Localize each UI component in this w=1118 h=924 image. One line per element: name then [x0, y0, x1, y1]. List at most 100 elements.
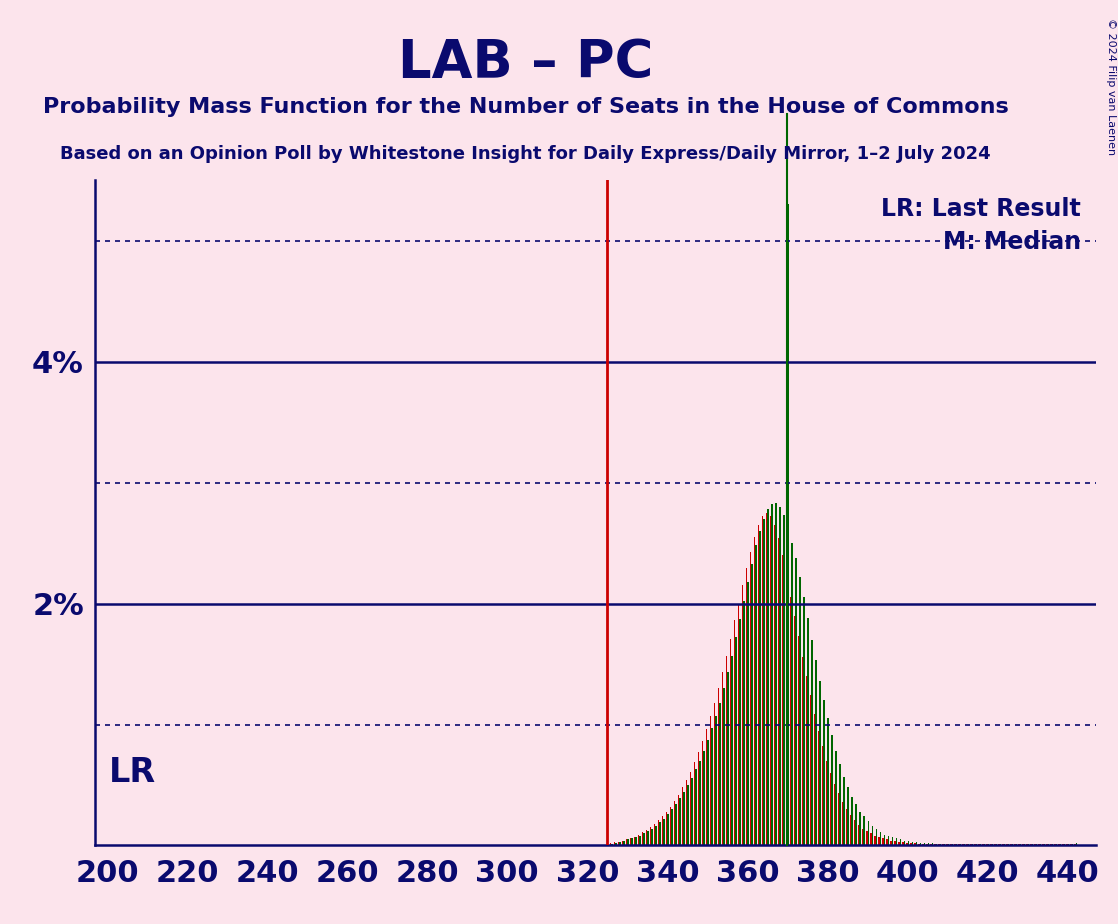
Bar [614, 842, 615, 845]
Bar [761, 517, 764, 845]
Bar [923, 843, 926, 845]
Bar [830, 772, 832, 845]
Bar [847, 787, 850, 845]
Bar [675, 804, 678, 845]
Bar [854, 821, 855, 845]
Bar [751, 564, 754, 845]
Bar [632, 838, 633, 845]
Text: © 2024 Filip van Laenen: © 2024 Filip van Laenen [1106, 18, 1116, 155]
Bar [680, 798, 681, 845]
Bar [609, 843, 612, 845]
Bar [928, 843, 929, 845]
Bar [779, 506, 781, 845]
Bar [716, 716, 717, 845]
Bar [826, 760, 827, 845]
Bar [908, 841, 909, 845]
Bar [713, 703, 716, 845]
Bar [903, 841, 906, 845]
Bar [796, 557, 797, 845]
Bar [711, 728, 713, 845]
Bar [883, 834, 885, 845]
Bar [634, 837, 635, 845]
Bar [722, 673, 723, 845]
Bar [678, 795, 680, 845]
Bar [663, 819, 665, 845]
Bar [682, 787, 683, 845]
Bar [900, 839, 901, 845]
Bar [700, 760, 701, 845]
Bar [703, 751, 705, 845]
Bar [627, 839, 629, 845]
Bar [799, 577, 802, 845]
Bar [875, 829, 878, 845]
Bar [824, 700, 825, 845]
Bar [650, 827, 652, 845]
Bar [688, 785, 689, 845]
Bar [639, 836, 641, 845]
Bar [617, 842, 619, 845]
Bar [874, 836, 875, 845]
Bar [758, 525, 759, 845]
Text: Based on an Opinion Poll by Whitestone Insight for Daily Express/Daily Mirror, 1: Based on an Opinion Poll by Whitestone I… [60, 145, 991, 163]
Bar [693, 762, 695, 845]
Bar [756, 545, 757, 845]
Bar [646, 830, 647, 845]
Bar [834, 784, 835, 845]
Bar [685, 780, 688, 845]
Bar [643, 833, 645, 845]
Bar [786, 818, 787, 845]
Bar [863, 817, 865, 845]
Bar [665, 811, 667, 845]
Bar [798, 637, 799, 845]
Bar [891, 837, 893, 845]
Bar [802, 657, 804, 845]
Bar [708, 740, 709, 845]
Bar [819, 681, 821, 845]
Bar [806, 676, 807, 845]
Bar [840, 764, 841, 845]
Bar [846, 809, 847, 845]
Bar [730, 638, 731, 845]
Bar [629, 838, 632, 845]
Bar [767, 509, 769, 845]
Bar [674, 801, 675, 845]
Bar [781, 555, 784, 845]
Bar [902, 842, 903, 845]
Bar [858, 825, 860, 845]
Bar [882, 838, 883, 845]
Bar [770, 517, 771, 845]
Bar [683, 792, 685, 845]
Text: LR: LR [110, 756, 157, 789]
Bar [746, 568, 748, 845]
Bar [868, 821, 869, 845]
Bar [705, 729, 708, 845]
Bar [662, 817, 663, 845]
Bar [619, 842, 620, 845]
Bar [910, 843, 911, 845]
Bar [911, 842, 913, 845]
Bar [771, 505, 774, 845]
Bar [741, 586, 743, 845]
Text: M: Median: M: Median [942, 230, 1081, 254]
Bar [723, 688, 726, 845]
Bar [718, 688, 719, 845]
Bar [817, 731, 819, 845]
Bar [739, 619, 741, 845]
Bar [827, 719, 830, 845]
Bar [893, 841, 896, 845]
Bar [814, 713, 815, 845]
Bar [726, 655, 728, 845]
Bar [804, 598, 805, 845]
Bar [642, 833, 643, 845]
Bar [622, 841, 624, 845]
Bar [615, 843, 617, 845]
Bar [784, 516, 785, 845]
Bar [787, 204, 789, 845]
Bar [890, 841, 891, 845]
Bar [913, 843, 916, 845]
Bar [695, 770, 698, 845]
Bar [743, 602, 745, 845]
Bar [748, 582, 749, 845]
Bar [635, 837, 637, 845]
Bar [885, 839, 888, 845]
